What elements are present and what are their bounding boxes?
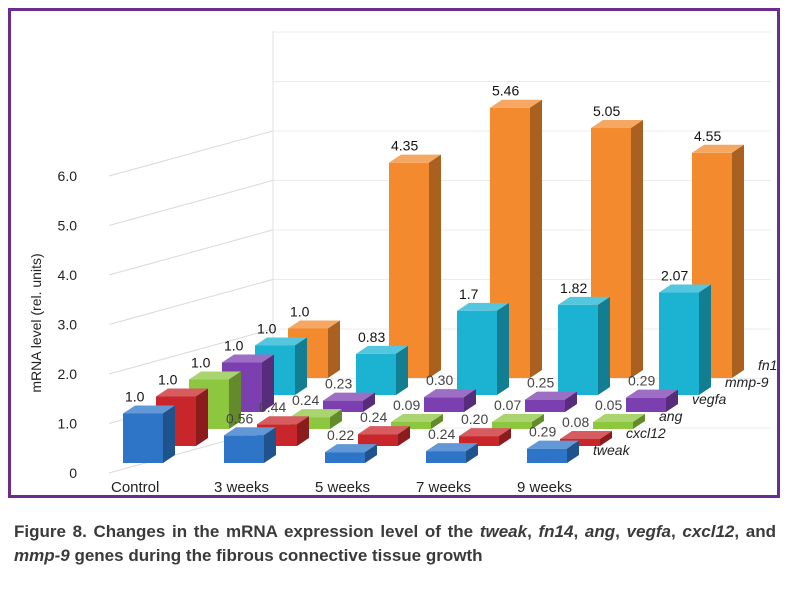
y-tick-label: 0 [69, 465, 77, 481]
data-label: 4.35 [391, 138, 418, 154]
gridline [108, 179, 274, 226]
caption-suffix: genes during the fibrous connective tiss… [69, 546, 483, 565]
bar-mmp-9-3 [558, 296, 610, 395]
caption-gene-ang: ang [584, 522, 616, 541]
data-label: 1.0 [191, 355, 211, 371]
data-label: 0.25 [527, 375, 554, 391]
data-label: 1.0 [257, 321, 277, 337]
data-label: 1.0 [224, 338, 244, 354]
data-label: 0.44 [259, 399, 286, 415]
bar-fn14-1 [389, 154, 441, 378]
caption-gene-vegfa: vegfa [626, 522, 671, 541]
bar-cxcl12-3 [459, 428, 511, 446]
series-label-mmp-9: mmp-9 [725, 374, 769, 390]
y-axis-label: mRNA level (rel. units) [28, 253, 44, 392]
data-label: 4.55 [694, 128, 721, 144]
data-label: 0.30 [426, 372, 453, 388]
bar-fn14-4 [692, 144, 744, 378]
series-label-fn14: fn14 [758, 357, 777, 373]
bar-vegfa-2 [424, 389, 476, 412]
data-label: 1.0 [290, 304, 310, 320]
y-tick-label: 2.0 [58, 366, 78, 382]
gridline [108, 130, 274, 177]
gridline [108, 328, 274, 375]
bar-fn14-2 [490, 99, 542, 378]
caption-prefix: Figure 8. Changes in the mRNA expression… [14, 522, 480, 541]
figure-frame: 0 1.0 2.0 3.0 4.0 5.0 6.0 mRNA level (rel. unit… [8, 8, 780, 498]
caption-gene-cxcl12: cxcl12 [682, 522, 735, 541]
series-label-ang: ang [659, 408, 683, 424]
data-label: 0.05 [595, 397, 622, 413]
bar-tweak-4 [527, 440, 579, 463]
data-label: 0.08 [562, 414, 589, 430]
caption-sep: , [615, 522, 627, 541]
caption-gene-mmp9: mmp-9 [14, 546, 70, 565]
y-tick-label: 3.0 [58, 317, 78, 333]
data-label: 0.56 [226, 410, 253, 426]
bar-tweak-3 [426, 443, 478, 463]
gridline [108, 278, 274, 325]
data-label: 0.07 [494, 397, 521, 413]
data-label: 0.22 [327, 427, 354, 443]
bar-ang-3 [492, 414, 544, 429]
data-label: 0.24 [360, 409, 387, 425]
data-label: 0.20 [461, 411, 488, 427]
bar-ang-1 [290, 409, 342, 429]
series-label-cxcl12: cxcl12 [626, 425, 666, 441]
bar-mmp-9-1 [356, 345, 408, 395]
y-tick-label: 6.0 [58, 168, 78, 184]
data-label: 1.82 [560, 280, 587, 296]
data-label: 5.05 [593, 103, 620, 119]
x-tick-label: 5 weeks [315, 479, 370, 495]
gridline [108, 229, 274, 276]
data-label: 0.09 [393, 397, 420, 413]
y-tick-label: 1.0 [58, 416, 78, 432]
bar-tweak-2 [325, 444, 377, 463]
y-tick-label: 4.0 [58, 267, 78, 283]
data-label: 0.83 [358, 329, 385, 345]
data-label: 1.0 [125, 389, 145, 405]
caption-sep: , [670, 522, 683, 541]
bar-tweak-1 [224, 427, 276, 463]
bar-vegfa-3 [525, 391, 577, 412]
caption-sep: , [527, 522, 539, 541]
data-label: 1.7 [459, 286, 479, 302]
x-tick-label: 7 weeks [416, 479, 471, 495]
x-tick-label: 9 weeks [517, 479, 572, 495]
data-label: 0.29 [628, 373, 655, 389]
data-label: 0.29 [529, 424, 556, 440]
x-tick-label: Control [111, 479, 159, 495]
bar-cxcl12-4 [560, 431, 612, 446]
y-tick-label: 5.0 [58, 218, 78, 234]
x-tick-label: 3 weeks [214, 479, 269, 495]
figure-caption: Figure 8. Changes in the mRNA expression… [14, 520, 776, 568]
data-label: 0.23 [325, 376, 352, 392]
chart-3d-bar: 0 1.0 2.0 3.0 4.0 5.0 6.0 mRNA level (rel. unit… [28, 31, 777, 495]
data-label: 2.07 [661, 268, 688, 284]
series-label-tweak: tweak [593, 442, 631, 458]
bar-mmp-9-4 [659, 284, 711, 395]
bar-vegfa-4 [626, 389, 678, 412]
bar-tweak-0 [123, 405, 175, 463]
bar-mmp-9-2 [457, 302, 509, 395]
caption-sep: , and [734, 522, 777, 541]
data-label: 0.24 [292, 392, 319, 408]
bar-cxcl12-2 [358, 426, 410, 446]
data-label: 1.0 [158, 372, 178, 388]
bar-vegfa-1 [323, 392, 375, 412]
series-label-vegfa: vegfa [692, 391, 726, 407]
caption-gene-fn14: fn14 [538, 522, 574, 541]
caption-sep: , [573, 522, 585, 541]
caption-gene-tweak: tweak [479, 522, 528, 541]
bar-ang-2 [391, 414, 443, 429]
data-label: 5.46 [492, 83, 519, 99]
bar-ang-4 [593, 414, 645, 429]
data-label: 0.24 [428, 426, 455, 442]
